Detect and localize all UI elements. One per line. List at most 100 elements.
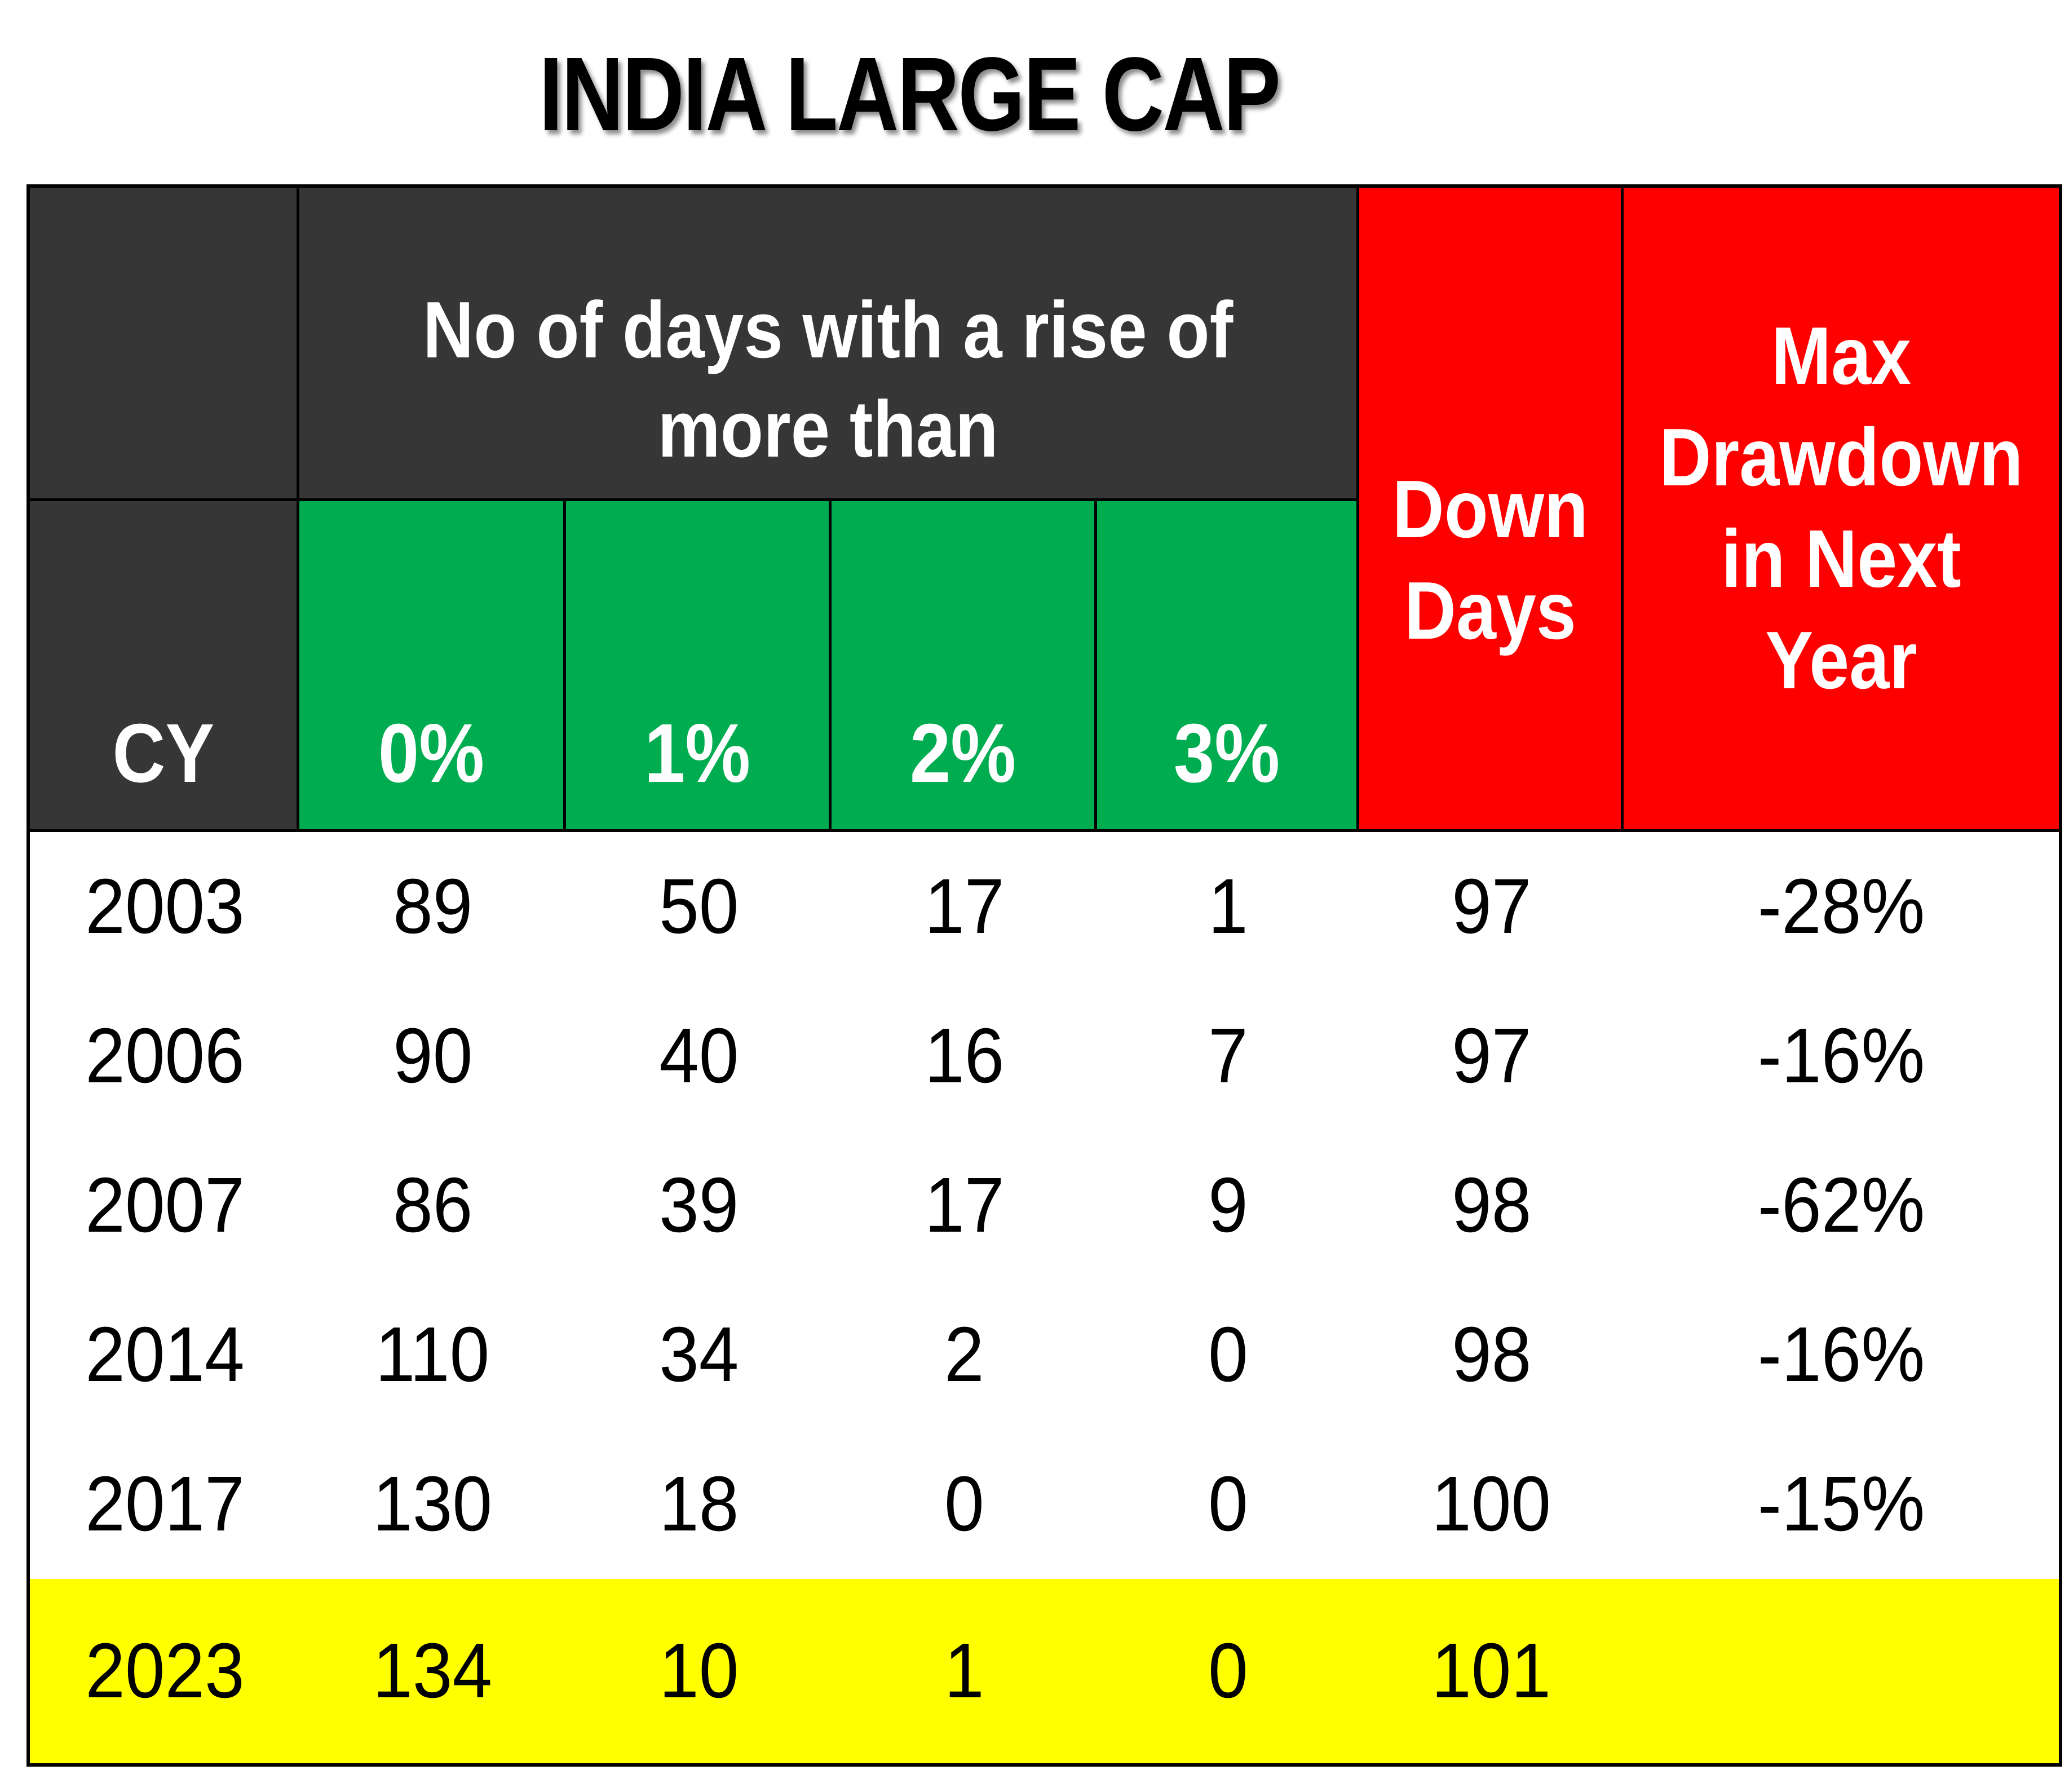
cell-value: 0 [1208,1627,1248,1714]
header-pct-2-label: 2% [909,707,1016,800]
table-row-2003-d0: 89 [299,832,566,981]
table-row-2006-down: 97 [1359,981,1624,1131]
cell-value: 130 [373,1461,493,1547]
header-cy-label: CY [112,707,214,800]
cell-value: 110 [375,1311,490,1398]
table-row-2003-d1: 50 [566,832,832,981]
table-row-2023-mdd [1624,1579,2059,1763]
cell-value: 2014 [85,1311,245,1398]
cell-value: 16 [924,1012,1005,1099]
table-row-2007-d2: 17 [832,1131,1097,1280]
cell-value: 50 [658,863,739,950]
header-max-drawdown-label: Max Drawdown in Next Year [1659,310,2023,706]
cell-value: 17 [924,1162,1005,1249]
header-pct-0-label: 0% [378,707,485,800]
header-down-days-cell: Down Days [1359,188,1624,832]
cell-value: 2006 [85,1012,245,1099]
table-row-2003-down: 97 [1359,832,1624,981]
table-row-2006-d2: 16 [832,981,1097,1131]
india-large-cap-table: No of days with a rise of more than Down… [26,184,2062,1767]
cell-value: 17 [924,863,1005,950]
cell-value: 100 [1431,1461,1551,1547]
cell-value: 98 [1451,1311,1532,1398]
cell-value: 34 [658,1311,739,1398]
table-row-2017-d1: 18 [566,1430,832,1579]
header-corner-cell [30,188,299,501]
table-row-2014-d0: 110 [299,1280,566,1430]
table-row-2014-d3: 0 [1097,1280,1359,1430]
cell-value: 2 [944,1311,984,1398]
header-pct-1-label: 1% [644,707,751,800]
table-row-2007-d3: 9 [1097,1131,1359,1280]
cell-value: 2017 [85,1461,245,1547]
cell-value: 10 [658,1627,739,1714]
cell-value: -28% [1757,863,1925,950]
table-row-2007-mdd: -62% [1624,1131,2059,1280]
cell-value: 18 [658,1461,739,1547]
table-row-2006-year: 2006 [30,981,299,1131]
table-row-2023-d3: 0 [1097,1579,1359,1763]
table-row-2007-year: 2007 [30,1131,299,1280]
header-down-days-label: Down Days [1392,463,1588,656]
cell-value: 7 [1208,1012,1248,1099]
table-row-2017-d2: 0 [832,1430,1097,1579]
cell-value: 9 [1208,1162,1248,1249]
table-row-2003-mdd: -28% [1624,832,2059,981]
header-rise-group-label: No of days with a rise of more than [422,285,1234,474]
table-row-2023-d2: 1 [832,1579,1097,1763]
table-row-2014-year: 2014 [30,1280,299,1430]
cell-value: 98 [1451,1162,1532,1249]
cell-value: 40 [658,1012,739,1099]
cell-value: 1 [944,1627,984,1714]
table-row-2017-year: 2017 [30,1430,299,1579]
cell-value: 101 [1431,1627,1551,1714]
table-row-2023-year: 2023 [30,1579,299,1763]
cell-value: -16% [1757,1012,1925,1099]
table-row-2017-down: 100 [1359,1430,1624,1579]
table-row-2014-d1: 34 [566,1280,832,1430]
header-pct-1-cell: 1% [566,501,832,832]
cell-value: 97 [1451,863,1532,950]
page-title: INDIA LARGE CAP [506,29,1313,159]
cell-value: 134 [373,1627,493,1714]
header-pct-0-cell: 0% [299,501,566,832]
header-pct-3-cell: 3% [1097,501,1359,832]
header-pct-3-label: 3% [1173,707,1280,800]
table-row-2017-d0: 130 [299,1430,566,1579]
table-row-2006-mdd: -16% [1624,981,2059,1131]
cell-value: -62% [1757,1162,1925,1249]
table-row-2014-down: 98 [1359,1280,1624,1430]
page-title-text: INDIA LARGE CAP [539,36,1281,153]
table-row-2003-d2: 17 [832,832,1097,981]
table-row-2014-mdd: -16% [1624,1280,2059,1430]
table-row-2006-d1: 40 [566,981,832,1131]
header-pct-2-cell: 2% [832,501,1097,832]
table-row-2023-d1: 10 [566,1579,832,1763]
table-row-2007-down: 98 [1359,1131,1624,1280]
table-row-2007-d1: 39 [566,1131,832,1280]
cell-value: 0 [1208,1311,1248,1398]
table-row-2017-mdd: -15% [1624,1430,2059,1579]
table-row-2007-d0: 86 [299,1131,566,1280]
table-row-2006-d0: 90 [299,981,566,1131]
cell-value: 2023 [85,1627,245,1714]
cell-value: -16% [1757,1311,1925,1398]
header-max-drawdown-cell: Max Drawdown in Next Year [1624,188,2059,832]
table-row-2003-year: 2003 [30,832,299,981]
table-row-2017-d3: 0 [1097,1430,1359,1579]
cell-value: 89 [392,863,473,950]
cell-value: 2003 [85,863,245,950]
cell-value: 39 [658,1162,739,1249]
cell-value: -15% [1757,1461,1925,1547]
cell-value: 86 [392,1162,473,1249]
header-rise-group-cell: No of days with a rise of more than [299,188,1359,501]
table-row-2006-d3: 7 [1097,981,1359,1131]
table-row-2023-d0: 134 [299,1579,566,1763]
table-row-2023-down: 101 [1359,1579,1624,1763]
table-row-2003-d3: 1 [1097,832,1359,981]
cell-value: 0 [944,1461,984,1547]
cell-value: 97 [1451,1012,1532,1099]
cell-value: 1 [1208,863,1248,950]
cell-value: 90 [392,1012,473,1099]
header-cy-cell: CY [30,501,299,832]
